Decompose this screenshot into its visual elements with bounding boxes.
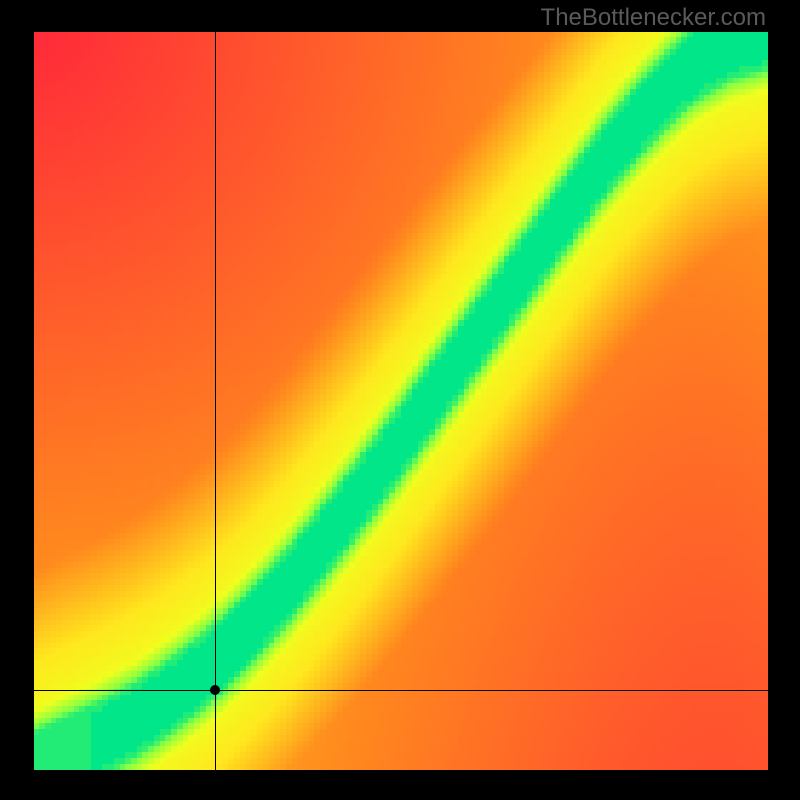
chart-container: TheBottlenecker.com <box>0 0 800 800</box>
watermark-text: TheBottlenecker.com <box>541 4 766 32</box>
heatmap-canvas <box>34 32 768 770</box>
crosshair-horizontal <box>34 690 768 691</box>
crosshair-vertical <box>215 32 216 770</box>
